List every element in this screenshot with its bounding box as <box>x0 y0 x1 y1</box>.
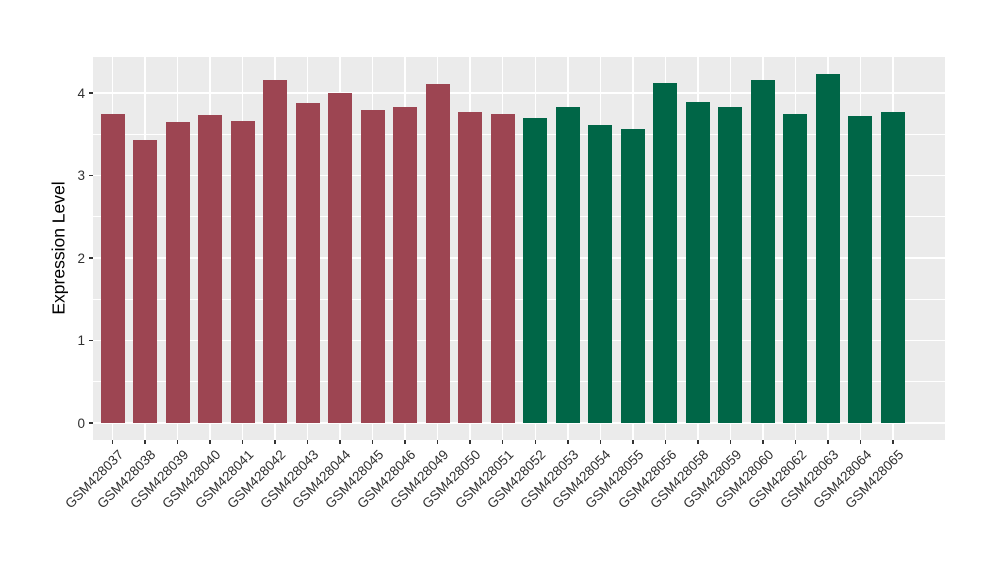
bar-gsm428053 <box>555 107 580 423</box>
y-tick-mark <box>89 174 93 177</box>
bar-gsm428039 <box>165 121 190 423</box>
y-tick-mark <box>89 92 93 94</box>
bar-gsm428045 <box>360 110 385 423</box>
x-tick-mark <box>176 440 179 444</box>
bar-gsm428062 <box>783 114 808 423</box>
chart-panel <box>93 57 945 440</box>
bar-gsm428059 <box>718 107 743 423</box>
y-tick-label: 0 <box>77 415 85 431</box>
x-tick-mark <box>892 440 894 444</box>
gridline-minor <box>93 216 945 218</box>
gridline-major <box>93 92 945 94</box>
bar-gsm428043 <box>295 102 320 423</box>
x-tick-mark <box>697 440 699 444</box>
x-tick-mark <box>664 440 667 444</box>
x-tick-mark <box>501 440 504 444</box>
bar-gsm428044 <box>328 93 353 423</box>
bar-gsm428052 <box>523 117 548 423</box>
x-tick-mark <box>469 440 471 444</box>
gridline-major <box>93 257 945 259</box>
y-tick-label: 4 <box>77 85 85 101</box>
bar-gsm428065 <box>880 111 905 423</box>
x-tick-mark <box>404 440 406 444</box>
x-tick-mark <box>306 440 309 444</box>
bar-gsm428049 <box>425 83 450 423</box>
y-tick-mark <box>89 257 93 259</box>
x-tick-mark <box>632 440 634 444</box>
x-tick-mark <box>534 440 536 444</box>
x-tick-mark <box>111 440 114 444</box>
x-tick-mark <box>794 440 797 444</box>
bar-gsm428056 <box>653 83 678 423</box>
bar-gsm428064 <box>848 116 873 423</box>
bar-gsm428055 <box>620 129 645 423</box>
bar-gsm428058 <box>685 102 710 423</box>
gridline-minor <box>93 298 945 300</box>
y-tick-label: 3 <box>77 168 85 183</box>
x-tick-mark <box>729 440 732 444</box>
bar-gsm428041 <box>230 121 255 423</box>
bar-gsm428038 <box>133 140 158 423</box>
bar-gsm428050 <box>458 111 483 423</box>
bar-gsm428046 <box>393 107 418 423</box>
gridline-major <box>93 422 945 424</box>
bar-gsm428037 <box>100 113 125 423</box>
x-tick-mark <box>241 440 244 444</box>
x-tick-mark <box>274 440 276 444</box>
y-tick-label: 1 <box>77 333 85 348</box>
x-tick-mark <box>339 440 341 444</box>
y-axis-title-text: Expression Level <box>48 181 69 315</box>
gridline-major <box>93 339 945 342</box>
bar-gsm428040 <box>198 115 223 423</box>
x-tick-mark <box>371 440 374 444</box>
x-tick-mark <box>827 440 829 444</box>
bar-gsm428042 <box>263 79 288 423</box>
bar-gsm428060 <box>750 79 775 423</box>
x-tick-mark <box>859 440 862 444</box>
bar-gsm428063 <box>815 74 840 423</box>
x-tick-mark <box>144 440 146 444</box>
bar-gsm428051 <box>490 114 515 423</box>
bar-gsm428054 <box>588 125 613 423</box>
y-tick-label: 2 <box>77 250 85 266</box>
y-tick-mark <box>89 339 93 342</box>
x-tick-mark <box>599 440 602 444</box>
gridline-major <box>93 174 945 177</box>
y-tick-mark <box>89 422 93 424</box>
x-tick-mark <box>567 440 569 444</box>
gridline-minor <box>93 381 945 383</box>
gridline-minor <box>93 133 945 135</box>
x-tick-mark <box>762 440 764 444</box>
x-tick-mark <box>436 440 439 444</box>
x-tick-mark <box>209 440 211 444</box>
